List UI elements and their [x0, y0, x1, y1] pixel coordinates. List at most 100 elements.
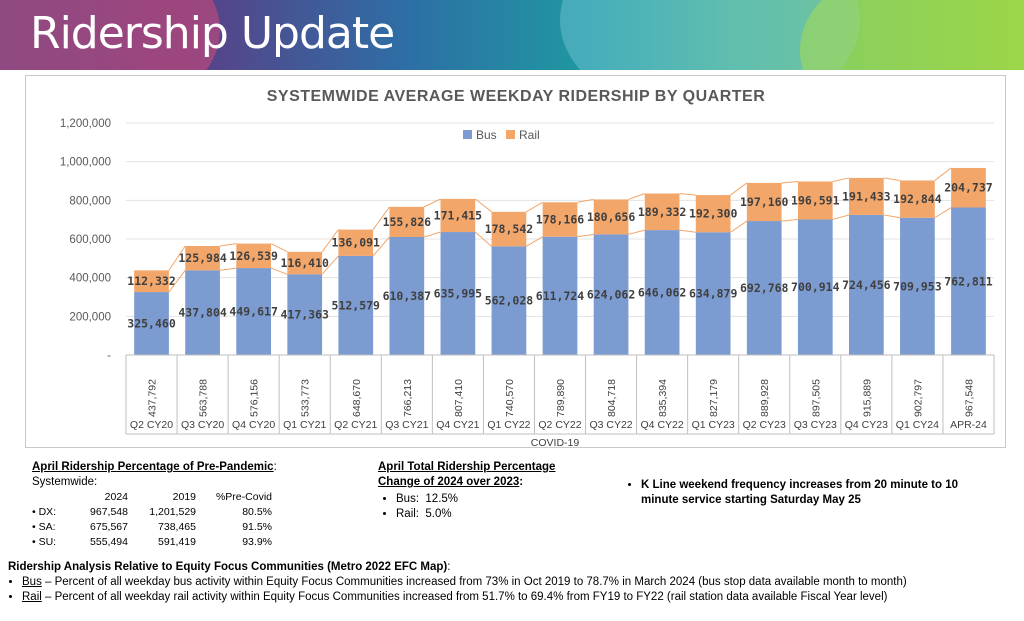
bar-bus	[236, 268, 272, 355]
data-label-bus: 417,363	[280, 308, 329, 322]
total-label: 915,889	[861, 379, 873, 417]
total-change-list: Bus: 12.5% Rail: 5.0%	[378, 492, 608, 522]
bar-rail	[338, 229, 374, 256]
data-label-bus: 762,811	[944, 274, 993, 288]
cell-2019: 1,201,529	[149, 506, 196, 518]
heading-colon: :	[273, 461, 277, 473]
data-label-rail: 178,542	[485, 222, 533, 236]
series-line-total	[219, 243, 237, 247]
cell-2019: 591,419	[158, 536, 196, 548]
data-label-bus: 635,995	[434, 287, 483, 301]
series-line-total	[832, 177, 850, 182]
row-name: SU:	[38, 536, 57, 548]
data-label-rail: 180,656	[587, 210, 636, 224]
total-label: 437,792	[147, 379, 159, 417]
series-line-total	[423, 198, 441, 208]
data-label-rail: 192,300	[689, 207, 738, 221]
data-label-bus: 692,768	[740, 281, 789, 295]
bar-bus	[287, 274, 323, 355]
bar-bus	[593, 234, 629, 355]
data-label-rail: 196,591	[791, 193, 840, 207]
list-item: Bus – Percent of all weekday bus activit…	[22, 575, 1008, 590]
total-label: 648,670	[351, 379, 363, 417]
bar-bus	[491, 246, 527, 355]
table-row: • SA: 675,567 738,465 91.5%	[32, 520, 278, 535]
bar-bus	[542, 236, 578, 355]
cell-2024: 555,494	[90, 536, 128, 548]
note-text: K Line weekend frequency increases from …	[641, 478, 983, 508]
total-label: 967,548	[963, 379, 975, 417]
bar-rail	[236, 243, 272, 269]
data-label-rail: 192,844	[893, 192, 942, 206]
total-label: 807,410	[453, 379, 465, 417]
total-label: 766,213	[402, 379, 414, 417]
cell-2024: 967,548	[90, 506, 128, 518]
y-tick-label: -	[107, 350, 111, 362]
series-line-bus	[679, 229, 696, 233]
item-value: 12.5%	[425, 493, 459, 505]
total-label: 889,928	[759, 379, 771, 417]
data-label-rail: 197,160	[740, 195, 789, 209]
item-value: 5.0%	[425, 508, 452, 520]
x-tick-label: Q3 CY22	[589, 419, 632, 431]
data-label-rail: 178,166	[536, 213, 585, 227]
total-change-section: April Total Ridership Percentage Change …	[378, 460, 608, 522]
x-tick-label: Q1 CY21	[283, 419, 326, 431]
bar-bus	[644, 230, 680, 355]
x-tick-label: Q4 CY20	[232, 419, 275, 431]
bar-rail	[593, 199, 629, 235]
list-item: Bus: 12.5%	[396, 492, 608, 507]
y-tick-label: 800,000	[69, 195, 111, 207]
data-label-bus: 610,387	[383, 289, 432, 303]
x-tick-label: Q2 CY21	[334, 419, 377, 431]
y-tick-label: 400,000	[69, 273, 111, 285]
series-line-total	[679, 192, 696, 196]
series-line-total	[168, 245, 186, 271]
bar-rail	[746, 182, 782, 222]
series-line-total	[474, 198, 492, 213]
bar-rail	[900, 180, 935, 218]
bar-bus	[338, 255, 374, 355]
chart-svg: SYSTEMWIDE AVERAGE WEEKDAY RIDERSHIP BY …	[60, 88, 995, 447]
cell-2024: 675,567	[90, 521, 128, 533]
table-row: • DX: 967,548 1,201,529 80.5%	[32, 505, 278, 520]
data-label-rail: 125,984	[178, 251, 227, 265]
series-line-bus	[372, 236, 390, 257]
data-label-rail: 112,332	[127, 274, 175, 288]
bar-rail	[797, 181, 833, 220]
series-line-total	[372, 206, 390, 230]
bar-rail	[951, 167, 986, 208]
data-label-bus: 325,460	[127, 317, 176, 331]
y-tick-label: 200,000	[69, 311, 111, 323]
legend-label-bus: Bus	[476, 128, 497, 142]
heading-colon: :	[519, 476, 524, 488]
item-text: – Percent of all weekday rail activity w…	[41, 591, 888, 603]
series-line-bus	[321, 255, 339, 275]
x-tick-label: Q2 CY23	[743, 419, 786, 431]
y-tick-label: 600,000	[69, 234, 111, 246]
total-label: 897,505	[810, 379, 822, 417]
chart-title: SYSTEMWIDE AVERAGE WEEKDAY RIDERSHIP BY …	[267, 88, 766, 105]
equity-list: Bus – Percent of all weekday bus activit…	[8, 575, 1008, 605]
series-line-total	[934, 167, 952, 181]
series-line-total	[730, 182, 748, 196]
bar-rail	[287, 251, 323, 275]
title-banner: Ridership Update	[0, 0, 1024, 70]
total-label: 902,797	[912, 379, 924, 417]
list-item: Rail: 5.0%	[396, 507, 608, 522]
data-label-rail: 116,410	[280, 256, 329, 270]
bar-rail	[542, 202, 578, 237]
x-tick-label: Q4 CY23	[845, 419, 888, 431]
bar-rail	[134, 270, 169, 293]
data-label-rail: 155,826	[383, 215, 432, 229]
chart-bars: 325,460 112,332 437,804 125,984 449,617 126,5…	[127, 167, 993, 355]
legend-swatch-rail	[506, 130, 515, 139]
x-tick-label: Q2 CY22	[538, 419, 581, 431]
x-tick-label: Q4 CY22	[641, 419, 684, 431]
data-label-bus: 709,953	[893, 279, 942, 293]
total-label: 576,156	[249, 379, 261, 417]
series-line-total	[321, 229, 339, 253]
row-name: SA:	[38, 521, 56, 533]
series-line-bus	[730, 220, 748, 233]
series-line-total	[781, 180, 798, 184]
